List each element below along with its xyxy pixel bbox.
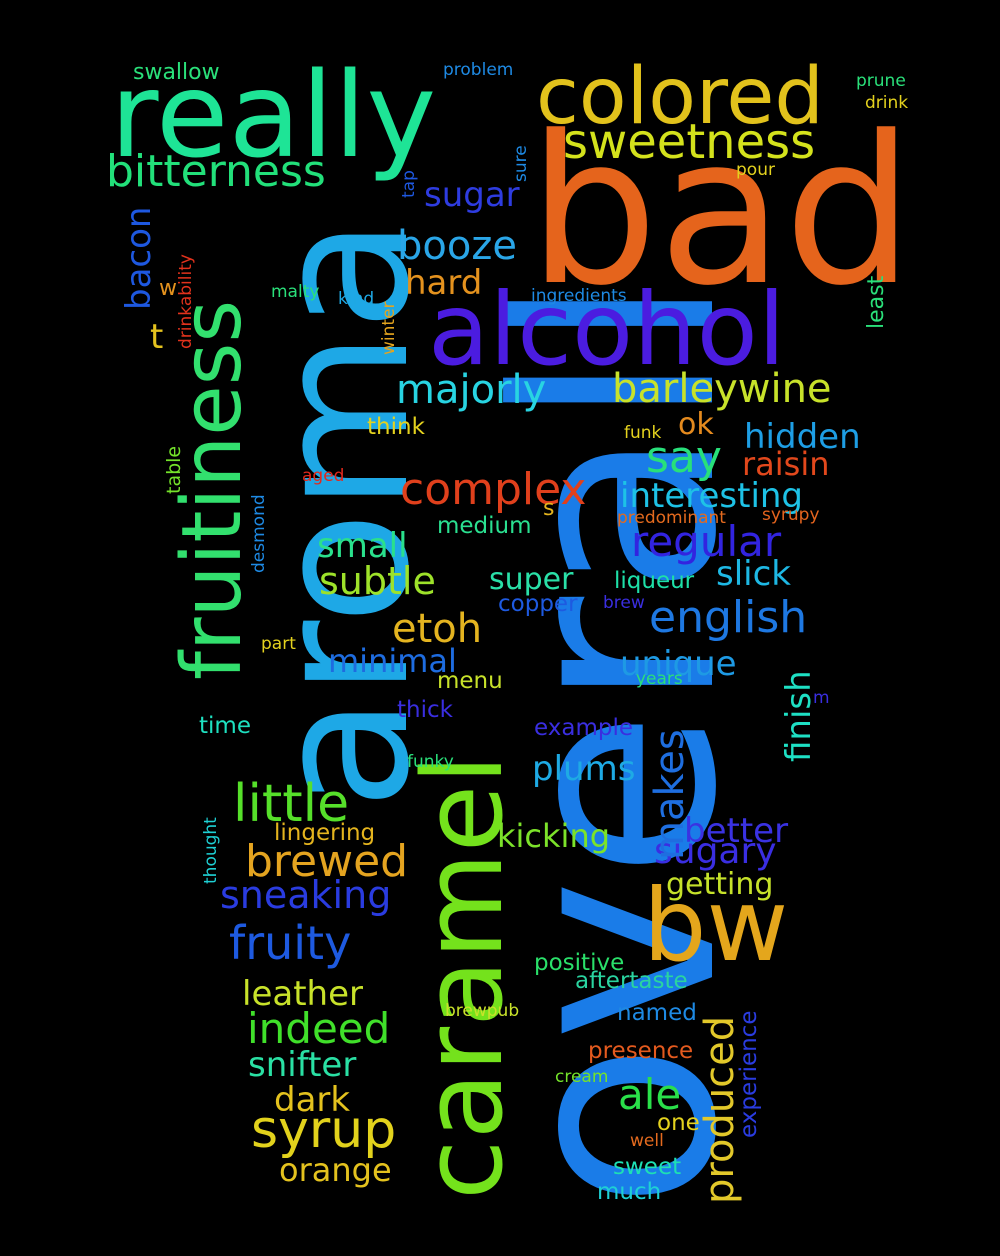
word-produced: produced (697, 1015, 743, 1204)
word-fruity: fruity (229, 916, 352, 970)
word-subtle: subtle (319, 559, 436, 603)
word-getting: getting (666, 867, 774, 902)
word-say: say (646, 432, 722, 483)
word-sugary: sugary (654, 831, 777, 872)
word-booze: booze (397, 223, 517, 269)
word-lingering: lingering (274, 820, 376, 846)
word-example: example (534, 715, 633, 741)
word-kind: kind (338, 289, 375, 309)
word-medium: medium (437, 513, 532, 539)
word-prune: prune (856, 71, 906, 91)
word-sugar: sugar (424, 175, 520, 215)
word-sure: sure (511, 145, 531, 182)
word-sweet: sweet (613, 1154, 682, 1180)
word-kicking: kicking (497, 817, 611, 855)
word-t: t (150, 317, 164, 357)
word-syrupy: syrupy (762, 505, 820, 525)
word-bw: bw (643, 867, 789, 984)
word-menu: menu (437, 668, 503, 694)
word-w: w (159, 276, 177, 301)
word-aftertaste: aftertaste (575, 968, 688, 994)
word-unique: unique (620, 644, 737, 684)
word-swallow: swallow (133, 60, 220, 85)
word-brew: brew (603, 593, 645, 613)
word-majorly: majorly (396, 367, 547, 413)
word-snifter: snifter (248, 1045, 357, 1085)
word-slick: slick (716, 554, 791, 594)
word-better: better (684, 811, 789, 851)
word-barleywine: barleywine (612, 366, 832, 412)
word-super: super (489, 562, 574, 597)
word-tap: tap (399, 170, 419, 198)
word-time: time (199, 713, 251, 739)
word-plums: plums (532, 749, 636, 789)
word-funk: funk (624, 423, 662, 443)
word-little: little (233, 774, 350, 834)
word-least: least (864, 275, 889, 329)
word-thick: thick (397, 697, 453, 723)
word-s: s (543, 496, 555, 521)
word-pour: pour (736, 160, 775, 180)
word-liqueur: liqueur (614, 568, 695, 594)
word-drinkability: drinkability (176, 254, 196, 349)
word-copper: copper (498, 591, 578, 617)
word-funky: funky (407, 752, 454, 772)
word-alcohol: alcohol (428, 271, 786, 388)
word-years: years (636, 669, 683, 689)
word-malty: malty (271, 282, 320, 302)
word-english: english (649, 592, 808, 643)
word-much: much (597, 1179, 662, 1205)
word-finish: finish (779, 670, 819, 762)
word-desmond: desmond (249, 494, 269, 573)
word-presence: presence (588, 1038, 694, 1064)
word-sneaking: sneaking (220, 873, 392, 917)
word-raisin: raisin (742, 445, 830, 483)
word-named: named (617, 1000, 697, 1026)
word-leather: leather (242, 974, 363, 1014)
word-experience: experience (736, 1010, 762, 1138)
word-colored: colored (536, 52, 824, 142)
word-positive: positive (534, 950, 625, 976)
word-predominant: predominant (617, 508, 726, 528)
word-etoh: etoh (392, 606, 483, 652)
word-problem: problem (443, 60, 514, 80)
word-brewed: brewed (245, 836, 409, 887)
word-hard: hard (405, 263, 483, 303)
word-well: well (630, 1131, 664, 1151)
word-drink: drink (865, 93, 909, 113)
word-cream: cream (555, 1067, 609, 1087)
word-sweetness: sweetness (563, 114, 816, 170)
word-table: table (163, 445, 185, 494)
word-aged: aged (302, 466, 345, 486)
word-orange: orange (279, 1151, 392, 1189)
word-really: really (110, 46, 437, 184)
word-thought: thought (201, 817, 221, 884)
word-minimal: minimal (328, 642, 457, 680)
word-m: m (813, 688, 830, 708)
word-indeed: indeed (247, 1004, 391, 1053)
word-part: part (261, 634, 296, 654)
word-ok: ok (678, 407, 714, 442)
word-interesting: interesting (620, 476, 804, 516)
word-hidden: hidden (744, 417, 861, 457)
word-syrup: syrup (251, 1100, 397, 1160)
word-small: small (317, 526, 408, 566)
word-think: think (367, 414, 425, 440)
word-ingredients: ingredients (531, 286, 627, 306)
word-bacon: bacon (119, 206, 159, 310)
word-complex: complex (400, 464, 587, 515)
word-regular: regular (631, 517, 782, 566)
word-bad: bad (528, 93, 914, 331)
word-brewpub: brewpub (445, 1001, 520, 1021)
word-ale: ale (618, 1070, 682, 1119)
word-winter: winter (379, 301, 399, 355)
word-bitterness: bitterness (106, 146, 326, 197)
word-dark: dark (274, 1080, 351, 1120)
word-one: one (657, 1110, 700, 1136)
